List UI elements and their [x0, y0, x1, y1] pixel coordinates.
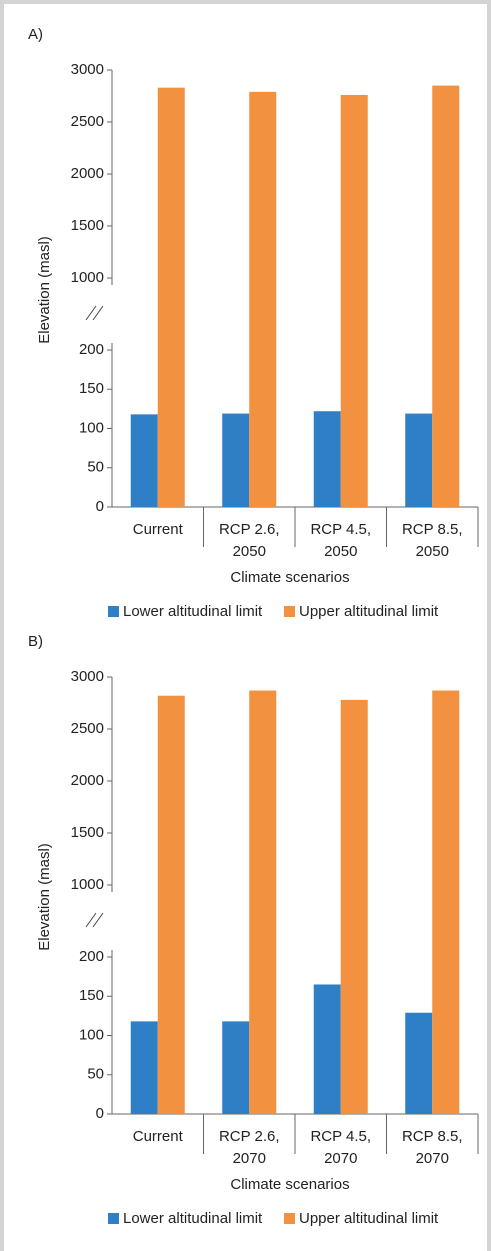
- bar: [313, 411, 341, 507]
- x-tick-label: RCP 2.6,: [219, 1128, 280, 1145]
- bar: [432, 85, 460, 507]
- x-tick-label: 2070: [416, 1150, 449, 1167]
- legend-swatch: [108, 606, 119, 617]
- bar: [405, 1012, 433, 1114]
- y-tick-label: 150: [79, 380, 104, 397]
- x-tick-label: 2050: [324, 543, 357, 560]
- bar: [157, 87, 185, 508]
- axis-break: [92, 305, 104, 321]
- y-tick-label: 1000: [71, 269, 104, 286]
- y-tick-label: 200: [79, 948, 104, 965]
- bar: [340, 699, 368, 1114]
- bar: [130, 414, 158, 507]
- y-axis-label: Elevation (masl): [36, 236, 53, 344]
- bar: [157, 695, 185, 1114]
- x-tick-label: Current: [133, 521, 184, 538]
- legend-label: Upper altitudinal limit: [299, 1210, 439, 1227]
- bar: [222, 1021, 250, 1114]
- x-tick-label: RCP 4.5,: [310, 521, 371, 538]
- bar: [222, 413, 250, 507]
- legend-swatch: [108, 1213, 119, 1224]
- x-tick-label: 2070: [324, 1150, 357, 1167]
- legend-label: Lower altitudinal limit: [123, 1210, 263, 1227]
- x-tick-label: Current: [133, 1128, 184, 1145]
- y-tick-label: 2000: [71, 165, 104, 182]
- bar: [340, 94, 368, 508]
- x-tick-label: RCP 8.5,: [402, 1128, 463, 1145]
- x-axis-label: Climate scenarios: [230, 569, 349, 586]
- y-tick-label: 3000: [71, 61, 104, 78]
- x-tick-label: 2050: [416, 543, 449, 560]
- y-axis-label: Elevation (masl): [36, 843, 53, 951]
- y-tick-label: 2000: [71, 772, 104, 789]
- y-tick-label: 2500: [71, 720, 104, 737]
- axis-break: [85, 912, 97, 928]
- bar: [249, 91, 277, 507]
- y-tick-label: 1500: [71, 217, 104, 234]
- y-tick-label: 3000: [71, 668, 104, 685]
- panel-label: B): [28, 633, 43, 650]
- axis-break: [85, 305, 97, 321]
- legend-label: Upper altitudinal limit: [299, 603, 439, 620]
- panel-label: A): [28, 26, 43, 43]
- y-tick-label: 100: [79, 419, 104, 436]
- bar: [432, 690, 460, 1114]
- bar: [313, 984, 341, 1114]
- bar: [130, 1021, 158, 1114]
- y-tick-label: 2500: [71, 113, 104, 130]
- y-tick-label: 1500: [71, 824, 104, 841]
- legend-swatch: [284, 1213, 295, 1224]
- y-tick-label: 0: [96, 498, 104, 515]
- bar: [249, 690, 277, 1114]
- y-tick-label: 50: [87, 459, 104, 476]
- y-tick-label: 150: [79, 987, 104, 1004]
- bar: [405, 413, 433, 507]
- y-tick-label: 0: [96, 1105, 104, 1122]
- legend-swatch: [284, 606, 295, 617]
- y-tick-label: 100: [79, 1026, 104, 1043]
- y-tick-label: 1000: [71, 876, 104, 893]
- legend-label: Lower altitudinal limit: [123, 603, 263, 620]
- x-tick-label: RCP 4.5,: [310, 1128, 371, 1145]
- y-tick-label: 200: [79, 341, 104, 358]
- y-tick-label: 50: [87, 1066, 104, 1083]
- axis-break: [92, 912, 104, 928]
- x-axis-label: Climate scenarios: [230, 1176, 349, 1193]
- x-tick-label: RCP 8.5,: [402, 521, 463, 538]
- x-tick-label: 2050: [233, 543, 266, 560]
- x-tick-label: RCP 2.6,: [219, 521, 280, 538]
- x-tick-label: 2070: [233, 1150, 266, 1167]
